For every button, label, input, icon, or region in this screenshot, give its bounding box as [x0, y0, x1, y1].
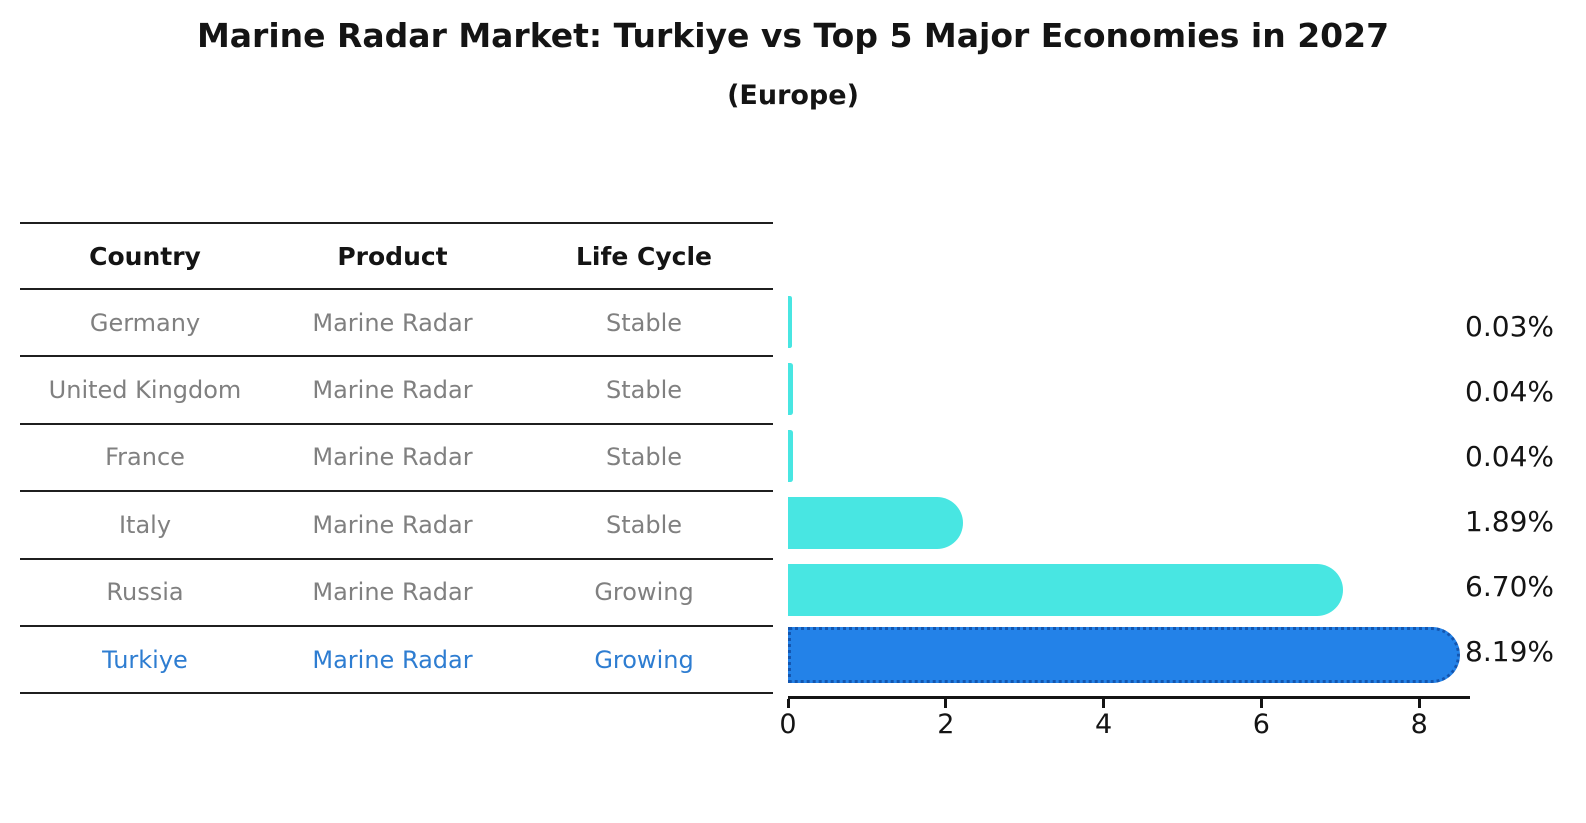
- product-cell: Marine Radar: [312, 510, 473, 539]
- tick-mark: [1259, 699, 1263, 708]
- column-header-product: Product: [337, 241, 448, 271]
- value-label-germany: 0.03%: [1465, 310, 1554, 343]
- product-cell: Marine Radar: [312, 443, 473, 472]
- table-row-russia: Russia Marine Radar Growing: [20, 560, 773, 627]
- bar-united-kingdom: [788, 363, 794, 415]
- country-cell: Turkiye: [102, 645, 188, 674]
- product-cell: Marine Radar: [312, 578, 473, 607]
- table-header-row: Country Product Life Cycle: [20, 222, 773, 290]
- x-tick-4: 4: [1064, 699, 1144, 740]
- bar-russia: [788, 564, 1343, 616]
- country-cell: Russia: [106, 578, 184, 607]
- tick-label: 6: [1252, 709, 1270, 740]
- lifecycle-cell: Stable: [605, 308, 683, 337]
- table-row-france: France Marine Radar Stable: [20, 425, 773, 493]
- x-tick-8: 8: [1379, 699, 1459, 740]
- tick-mark: [944, 699, 948, 708]
- tick-mark: [1102, 699, 1106, 708]
- country-cell: United Kingdom: [48, 376, 242, 405]
- tick-label: 2: [937, 709, 955, 740]
- value-label-france: 0.04%: [1465, 440, 1554, 473]
- product-cell: Marine Radar: [312, 308, 473, 337]
- lifecycle-cell: Stable: [605, 443, 683, 472]
- value-label-turkiye: 8.19%: [1465, 635, 1554, 668]
- bar-france: [788, 430, 794, 482]
- country-cell: Germany: [89, 308, 201, 337]
- bar-turkiye-highlighted: [788, 627, 1461, 683]
- x-axis-line: [788, 696, 1470, 699]
- tick-mark: [1417, 699, 1421, 708]
- column-header-country: Country: [89, 241, 201, 271]
- country-table: Country Product Life Cycle Germany Marin…: [20, 222, 773, 695]
- country-cell: France: [105, 443, 185, 472]
- x-tick-6: 6: [1221, 699, 1301, 740]
- value-label-italy: 1.89%: [1465, 505, 1554, 538]
- table-row-italy: Italy Marine Radar Stable: [20, 492, 773, 560]
- bar-italy: [788, 497, 964, 549]
- tick-label: 0: [779, 709, 797, 740]
- column-header-lifecycle: Life Cycle: [575, 241, 713, 271]
- x-tick-2: 2: [906, 699, 986, 740]
- bar-germany: [788, 296, 793, 348]
- table-row-germany: Germany Marine Radar Stable: [20, 290, 773, 358]
- x-tick-0: 0: [748, 699, 828, 740]
- country-cell: Italy: [118, 510, 172, 539]
- lifecycle-cell: Stable: [605, 376, 683, 405]
- table-row-turkiye: Turkiye Marine Radar Growing: [20, 627, 773, 695]
- table-row-united-kingdom: United Kingdom Marine Radar Stable: [20, 357, 773, 425]
- product-cell: Marine Radar: [312, 376, 473, 405]
- lifecycle-cell: Stable: [605, 510, 683, 539]
- lifecycle-cell: Growing: [594, 578, 694, 607]
- value-label-united-kingdom: 0.04%: [1465, 375, 1554, 408]
- product-cell: Marine Radar: [312, 645, 473, 674]
- value-label-russia: 6.70%: [1465, 570, 1554, 603]
- lifecycle-cell: Growing: [594, 645, 694, 674]
- chart-title: Marine Radar Market: Turkiye vs Top 5 Ma…: [196, 16, 1390, 55]
- chart-subtitle: (Europe): [727, 80, 859, 111]
- tick-mark: [786, 699, 790, 708]
- tick-label: 8: [1410, 709, 1428, 740]
- tick-label: 4: [1095, 709, 1113, 740]
